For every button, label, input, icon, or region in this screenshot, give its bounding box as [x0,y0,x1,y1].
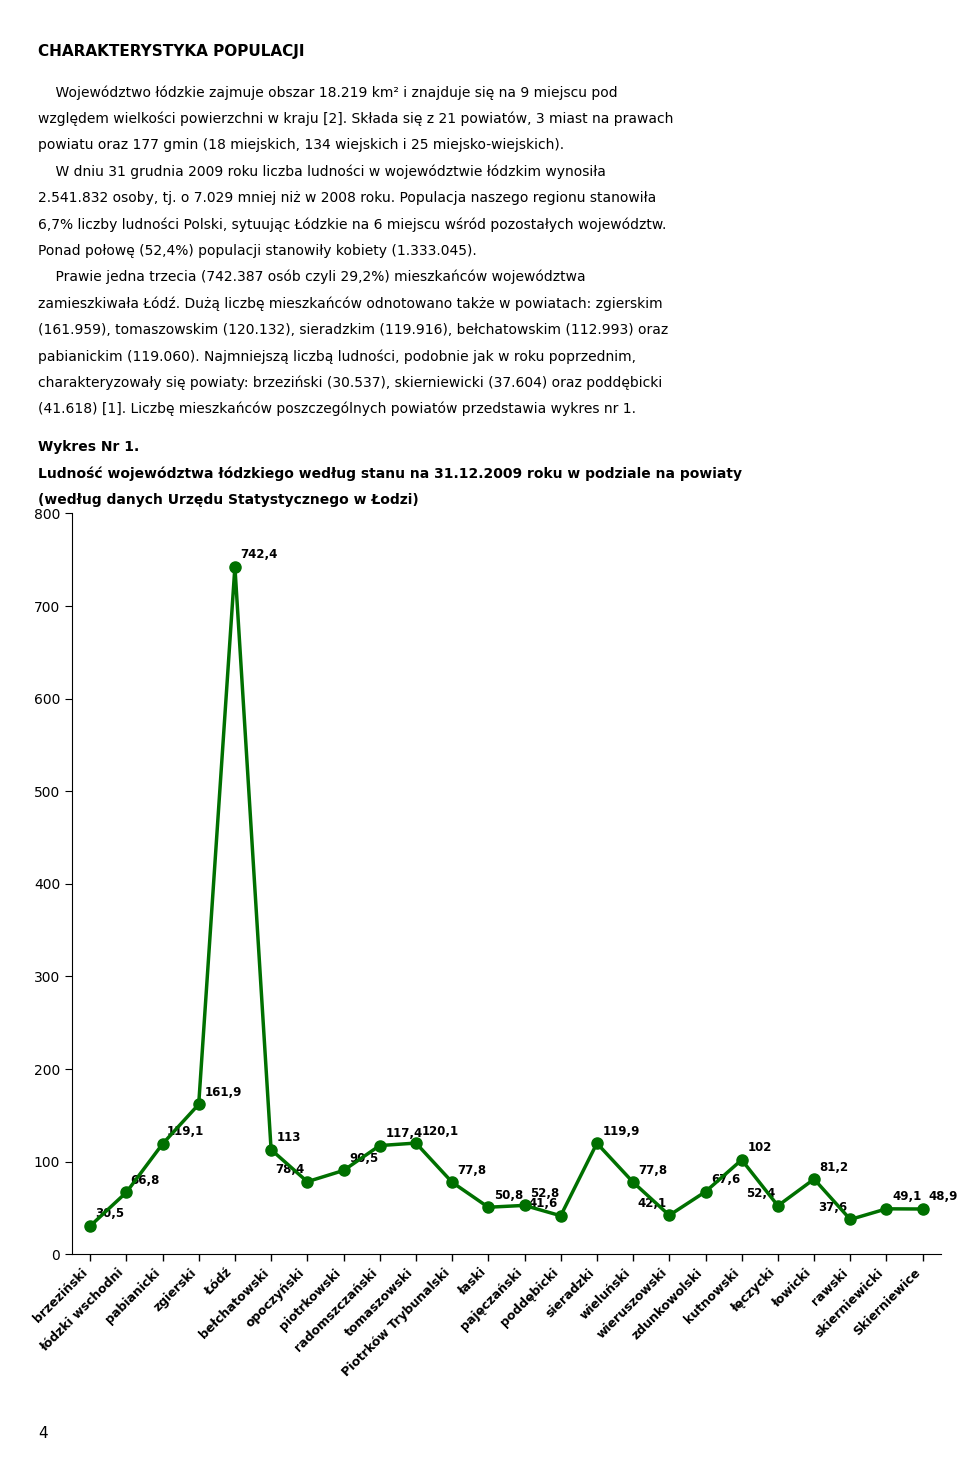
Text: 78,4: 78,4 [276,1163,304,1177]
Text: (według danych Urzędu Statystycznego w Łodzi): (według danych Urzędu Statystycznego w Ł… [38,493,420,508]
Text: 42,1: 42,1 [637,1197,666,1210]
Text: 49,1: 49,1 [892,1190,922,1203]
Text: 102: 102 [747,1141,772,1155]
Text: 30,5: 30,5 [96,1207,125,1221]
Text: CHARAKTERYSTYKA POPULACJI: CHARAKTERYSTYKA POPULACJI [38,44,305,59]
Text: 50,8: 50,8 [493,1188,523,1201]
Text: 67,6: 67,6 [711,1174,740,1187]
Text: Wykres Nr 1.: Wykres Nr 1. [38,440,139,455]
Text: 120,1: 120,1 [421,1125,459,1137]
Text: 77,8: 77,8 [458,1163,487,1177]
Text: 48,9: 48,9 [928,1190,958,1203]
Text: zamieszkiwała Łódź. Dużą liczbę mieszkańców odnotowano także w powiatach: zgiers: zamieszkiwała Łódź. Dużą liczbę mieszkań… [38,296,663,311]
Text: 117,4: 117,4 [385,1127,422,1140]
Text: względem wielkości powierzchni w kraju [2]. Składa się z 21 powiatów, 3 miast na: względem wielkości powierzchni w kraju [… [38,111,674,126]
Text: 41,6: 41,6 [529,1197,558,1210]
Text: (161.959), tomaszowskim (120.132), sieradzkim (119.916), bełchatowskim (112.993): (161.959), tomaszowskim (120.132), siera… [38,323,669,337]
Text: 6,7% liczby ludności Polski, sytuując Łódzkie na 6 miejscu wśród pozostałych woj: 6,7% liczby ludności Polski, sytuując Łó… [38,217,667,232]
Text: pabianickim (119.060). Najmniejszą liczbą ludności, podobnie jak w roku poprzedn: pabianickim (119.060). Najmniejszą liczb… [38,349,636,364]
Text: 119,1: 119,1 [167,1125,204,1138]
Text: Województwo łódzkie zajmuje obszar 18.219 km² i znajduje się na 9 miejscu pod: Województwo łódzkie zajmuje obszar 18.21… [38,85,618,100]
Text: powiatu oraz 177 gmin (18 miejskich, 134 wiejskich i 25 miejsko-wiejskich).: powiatu oraz 177 gmin (18 miejskich, 134… [38,138,564,153]
Text: 161,9: 161,9 [204,1086,242,1099]
Text: 119,9: 119,9 [603,1125,639,1138]
Text: charakteryzowały się powiaty: brzeziński (30.537), skierniewicki (37.604) oraz p: charakteryzowały się powiaty: brzeziński… [38,376,662,390]
Text: 52,8: 52,8 [530,1187,560,1200]
Text: 81,2: 81,2 [820,1160,849,1174]
Text: 90,5: 90,5 [349,1152,378,1165]
Text: W dniu 31 grudnia 2009 roku liczba ludności w województwie łódzkim wynosiła: W dniu 31 grudnia 2009 roku liczba ludno… [38,164,607,179]
Text: 37,6: 37,6 [818,1201,848,1213]
Text: 4: 4 [38,1426,48,1441]
Text: Ludność województwa łódzkiego według stanu na 31.12.2009 roku w podziale na powi: Ludność województwa łódzkiego według sta… [38,467,742,481]
Text: 113: 113 [276,1131,301,1144]
Text: 52,4: 52,4 [746,1187,775,1200]
Text: 742,4: 742,4 [240,549,277,562]
Text: Prawie jedna trzecia (742.387 osób czyli 29,2%) mieszkańców województwa: Prawie jedna trzecia (742.387 osób czyli… [38,270,586,285]
Text: 77,8: 77,8 [638,1163,668,1177]
Text: 66,8: 66,8 [131,1174,160,1187]
Text: 2.541.832 osoby, tj. o 7.029 mniej niż w 2008 roku. Populacja naszego regionu st: 2.541.832 osoby, tj. o 7.029 mniej niż w… [38,191,657,205]
Text: Ponad połowę (52,4%) populacji stanowiły kobiety (1.333.045).: Ponad połowę (52,4%) populacji stanowiły… [38,244,477,258]
Text: (41.618) [1]. Liczbę mieszkańców poszczególnych powiatów przedstawia wykres nr 1: (41.618) [1]. Liczbę mieszkańców poszcze… [38,402,636,417]
